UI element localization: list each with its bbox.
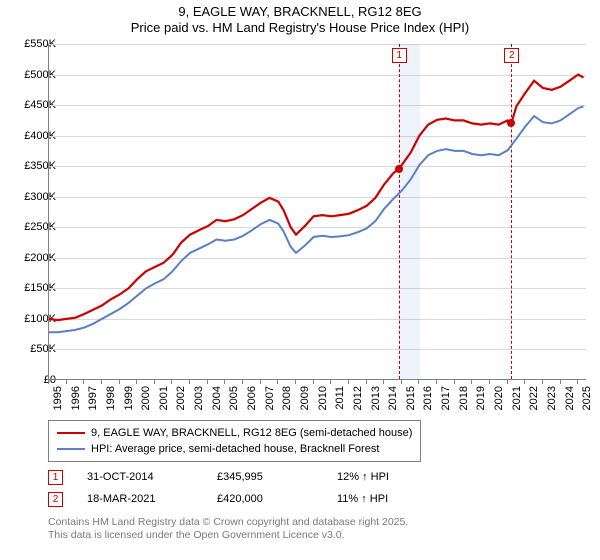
x-tick — [207, 380, 208, 384]
x-axis-label: 2007 — [264, 386, 276, 416]
x-axis-label: 2020 — [493, 386, 505, 416]
chart-container: 9, EAGLE WAY, BRACKNELL, RG12 8EG Price … — [0, 0, 600, 560]
x-tick — [560, 380, 561, 384]
x-axis-label: 2014 — [387, 386, 399, 416]
x-axis-label: 2006 — [246, 386, 258, 416]
x-tick — [383, 380, 384, 384]
x-axis-label: 2024 — [564, 386, 576, 416]
x-tick — [348, 380, 349, 384]
x-tick — [542, 380, 543, 384]
legend-swatch — [57, 432, 85, 434]
x-tick — [330, 380, 331, 384]
x-tick — [436, 380, 437, 384]
x-tick — [454, 380, 455, 384]
x-axis-label: 2000 — [140, 386, 152, 416]
sale-price: £420,000 — [217, 493, 337, 505]
price-paid-line — [49, 75, 584, 321]
plot-area: 12 — [48, 44, 586, 380]
x-tick — [66, 380, 67, 384]
marker-dot — [507, 119, 515, 127]
x-axis-label: 1996 — [70, 386, 82, 416]
x-tick — [136, 380, 137, 384]
x-axis-label: 2009 — [299, 386, 311, 416]
legend-item: HPI: Average price, semi-detached house,… — [57, 441, 412, 457]
x-tick — [48, 380, 49, 384]
x-tick — [224, 380, 225, 384]
x-axis-label: 2003 — [193, 386, 205, 416]
x-axis-label: 2004 — [211, 386, 223, 416]
legend-item: 9, EAGLE WAY, BRACKNELL, RG12 8EG (semi-… — [57, 425, 412, 441]
x-tick — [260, 380, 261, 384]
sale-row: 2 18-MAR-2021£420,00011% ↑ HPI — [48, 488, 457, 510]
x-tick — [242, 380, 243, 384]
x-tick — [83, 380, 84, 384]
sale-date: 31-OCT-2014 — [87, 471, 217, 483]
x-tick — [577, 380, 578, 384]
x-axis-label: 2023 — [546, 386, 558, 416]
x-axis-label: 2016 — [422, 386, 434, 416]
legend-swatch — [57, 448, 85, 450]
legend: 9, EAGLE WAY, BRACKNELL, RG12 8EG (semi-… — [48, 420, 421, 462]
x-axis-label: 2013 — [370, 386, 382, 416]
x-axis-label: 2017 — [440, 386, 452, 416]
marker-badge: 2 — [504, 48, 519, 63]
sale-pct: 12% ↑ HPI — [337, 471, 457, 483]
sale-price: £345,995 — [217, 471, 337, 483]
title-subtitle: Price paid vs. HM Land Registry's House … — [0, 20, 600, 36]
x-tick — [189, 380, 190, 384]
x-axis-label: 2015 — [405, 386, 417, 416]
x-tick — [101, 380, 102, 384]
x-tick — [313, 380, 314, 384]
x-axis-label: 1995 — [52, 386, 64, 416]
hpi-line — [49, 106, 584, 332]
legend-label: HPI: Average price, semi-detached house,… — [91, 443, 379, 455]
x-axis-label: 2002 — [175, 386, 187, 416]
x-axis-label: 2005 — [228, 386, 240, 416]
x-axis-label: 2011 — [334, 386, 346, 416]
footer-line1: Contains HM Land Registry data © Crown c… — [48, 516, 408, 529]
x-axis-label: 2019 — [475, 386, 487, 416]
x-tick — [401, 380, 402, 384]
x-tick — [154, 380, 155, 384]
x-tick — [418, 380, 419, 384]
sale-badge: 1 — [48, 470, 63, 485]
marker-dot — [395, 165, 403, 173]
x-axis-label: 2001 — [158, 386, 170, 416]
x-axis-label: 2008 — [281, 386, 293, 416]
series-svg — [49, 44, 586, 379]
x-axis-label: 1997 — [87, 386, 99, 416]
sale-pct: 11% ↑ HPI — [337, 493, 457, 505]
x-axis-label: 2012 — [352, 386, 364, 416]
x-tick — [489, 380, 490, 384]
x-tick — [507, 380, 508, 384]
x-tick — [524, 380, 525, 384]
legend-label: 9, EAGLE WAY, BRACKNELL, RG12 8EG (semi-… — [91, 427, 412, 439]
x-axis-label: 2010 — [317, 386, 329, 416]
x-tick — [171, 380, 172, 384]
sale-date: 18-MAR-2021 — [87, 493, 217, 505]
footer-line2: This data is licensed under the Open Gov… — [48, 529, 408, 542]
marker-badge: 1 — [392, 48, 407, 63]
sale-badge: 2 — [48, 492, 63, 507]
x-axis-label: 2025 — [581, 386, 593, 416]
x-axis-label: 2018 — [458, 386, 470, 416]
footer: Contains HM Land Registry data © Crown c… — [48, 516, 408, 542]
title-address: 9, EAGLE WAY, BRACKNELL, RG12 8EG — [0, 4, 600, 20]
x-axis-label: 2022 — [528, 386, 540, 416]
x-tick — [277, 380, 278, 384]
x-axis-label: 1998 — [105, 386, 117, 416]
x-tick — [119, 380, 120, 384]
x-tick — [471, 380, 472, 384]
sale-row: 1 31-OCT-2014£345,99512% ↑ HPI — [48, 466, 457, 488]
sales-table: 1 31-OCT-2014£345,99512% ↑ HPI 2 18-MAR-202… — [48, 466, 457, 510]
x-tick — [366, 380, 367, 384]
title-block: 9, EAGLE WAY, BRACKNELL, RG12 8EG Price … — [0, 0, 600, 37]
x-tick — [295, 380, 296, 384]
x-axis-label: 1999 — [123, 386, 135, 416]
x-axis-label: 2021 — [511, 386, 523, 416]
